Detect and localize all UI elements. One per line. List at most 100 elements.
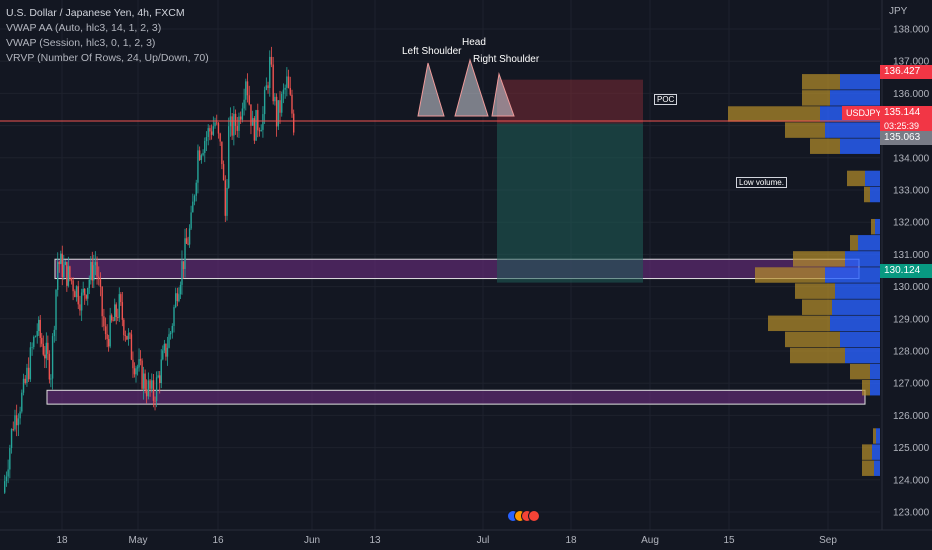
candle-body [190,212,192,229]
x-tick-label: Aug [641,535,659,546]
candle-body [66,261,68,286]
candle-body [91,261,93,281]
candle-body [31,346,33,348]
candle-body [106,334,108,340]
candle-body [236,125,238,131]
candle-body [98,276,100,280]
symbol-title[interactable]: U.S. Dollar / Japanese Yen, 4h, FXCM [6,7,185,19]
volume-row-up [830,315,880,332]
candle-body [241,108,244,120]
candle-body [269,56,271,89]
volume-row-down [802,299,832,315]
candle-body [17,418,20,426]
candle-body [94,262,97,266]
candle-body [101,286,103,317]
candle-body [275,96,278,127]
volume-profile [728,74,880,476]
symbol-tag: USDJPY [842,106,882,120]
poc-label[interactable]: POC [654,94,678,105]
candle-body [163,343,166,351]
volume-row-up [825,122,880,138]
head-label[interactable]: Head [462,37,486,48]
y-tick-label: 138.000 [893,25,930,36]
candle-body [130,334,133,360]
x-tick-label: 13 [369,535,381,546]
x-tick-label: 18 [565,535,577,546]
left-shoulder-label[interactable]: Left Shoulder [402,46,462,57]
candle-body [195,182,197,196]
volume-row-up [870,186,880,203]
candle-body [270,56,273,65]
indicator-vrvp[interactable]: VRVP (Number Of Rows, 24, Up/Down, 70) [6,52,209,64]
candle-body [193,195,196,202]
indicator-vwap-aa[interactable]: VWAP AA (Auto, hlc3, 14, 1, 2, 3) [6,22,162,34]
right-shoulder-label[interactable]: Right Shoulder [473,54,540,65]
volume-row-up [835,283,880,299]
candle-body [248,95,250,105]
candle-body [187,243,189,245]
x-tick-label: Jul [477,535,490,546]
stop-price-tag: 136.427 [880,65,932,79]
candle-body [34,336,37,338]
candle-body [151,380,153,389]
candle-body [138,359,140,368]
volume-row-down [768,315,830,332]
candle-body [67,266,70,286]
candle-body [216,122,218,124]
volume-row-up [875,218,880,235]
low-volume-label[interactable]: Low volume. [736,177,787,188]
candle-body [51,336,54,379]
y-tick-label: 123.000 [893,508,930,519]
volume-row-down [847,170,865,187]
volume-row-up [845,251,880,267]
candle-body [168,334,170,348]
candle-body [257,110,259,131]
candle-body [234,113,237,126]
volume-row-up [858,235,880,251]
candle-body [33,336,35,347]
candle-body [75,286,78,298]
stop-loss-area [497,79,643,124]
candle-body [104,326,107,335]
candle-body [277,100,280,127]
volume-row-down [795,283,835,299]
candle-body [238,116,240,131]
candle-body [96,262,98,277]
candle-body [80,292,83,311]
candle-body [60,253,62,264]
volume-row-down [802,74,840,90]
y-tick-label: 124.000 [893,475,930,486]
y-tick-label: 136.000 [893,89,930,100]
hs-triangle [417,62,445,117]
candle-body [133,368,136,375]
candle-body [175,293,177,308]
candle-body [85,294,87,299]
candle-body [162,350,164,360]
y-tick-label: 133.000 [893,186,930,197]
candle-body [110,315,113,321]
candle-body [184,238,186,270]
event-flag-icon [528,510,540,522]
candle-body [63,264,65,278]
candle-body [179,284,182,295]
candle-body [178,294,180,302]
candle-body [210,131,213,135]
x-tick-label: Jun [304,535,320,546]
volume-row-up [825,267,880,283]
countdown-tag: 03:25:39 [880,119,932,133]
candle-body [262,114,264,130]
candle-body [123,319,125,336]
candle-body [205,136,208,142]
candle-body [19,411,21,419]
short-position-tool [497,79,643,283]
candle-body [4,481,6,493]
indicator-vwap-session[interactable]: VWAP (Session, hlc3, 0, 1, 2, 3) [6,37,156,49]
candle-body [265,85,268,91]
candle-body [141,360,143,389]
candle-body [74,291,76,298]
candle-body [90,261,92,280]
upper-support-zone [54,258,860,280]
candle-body [144,373,146,390]
candle-body [279,100,281,113]
